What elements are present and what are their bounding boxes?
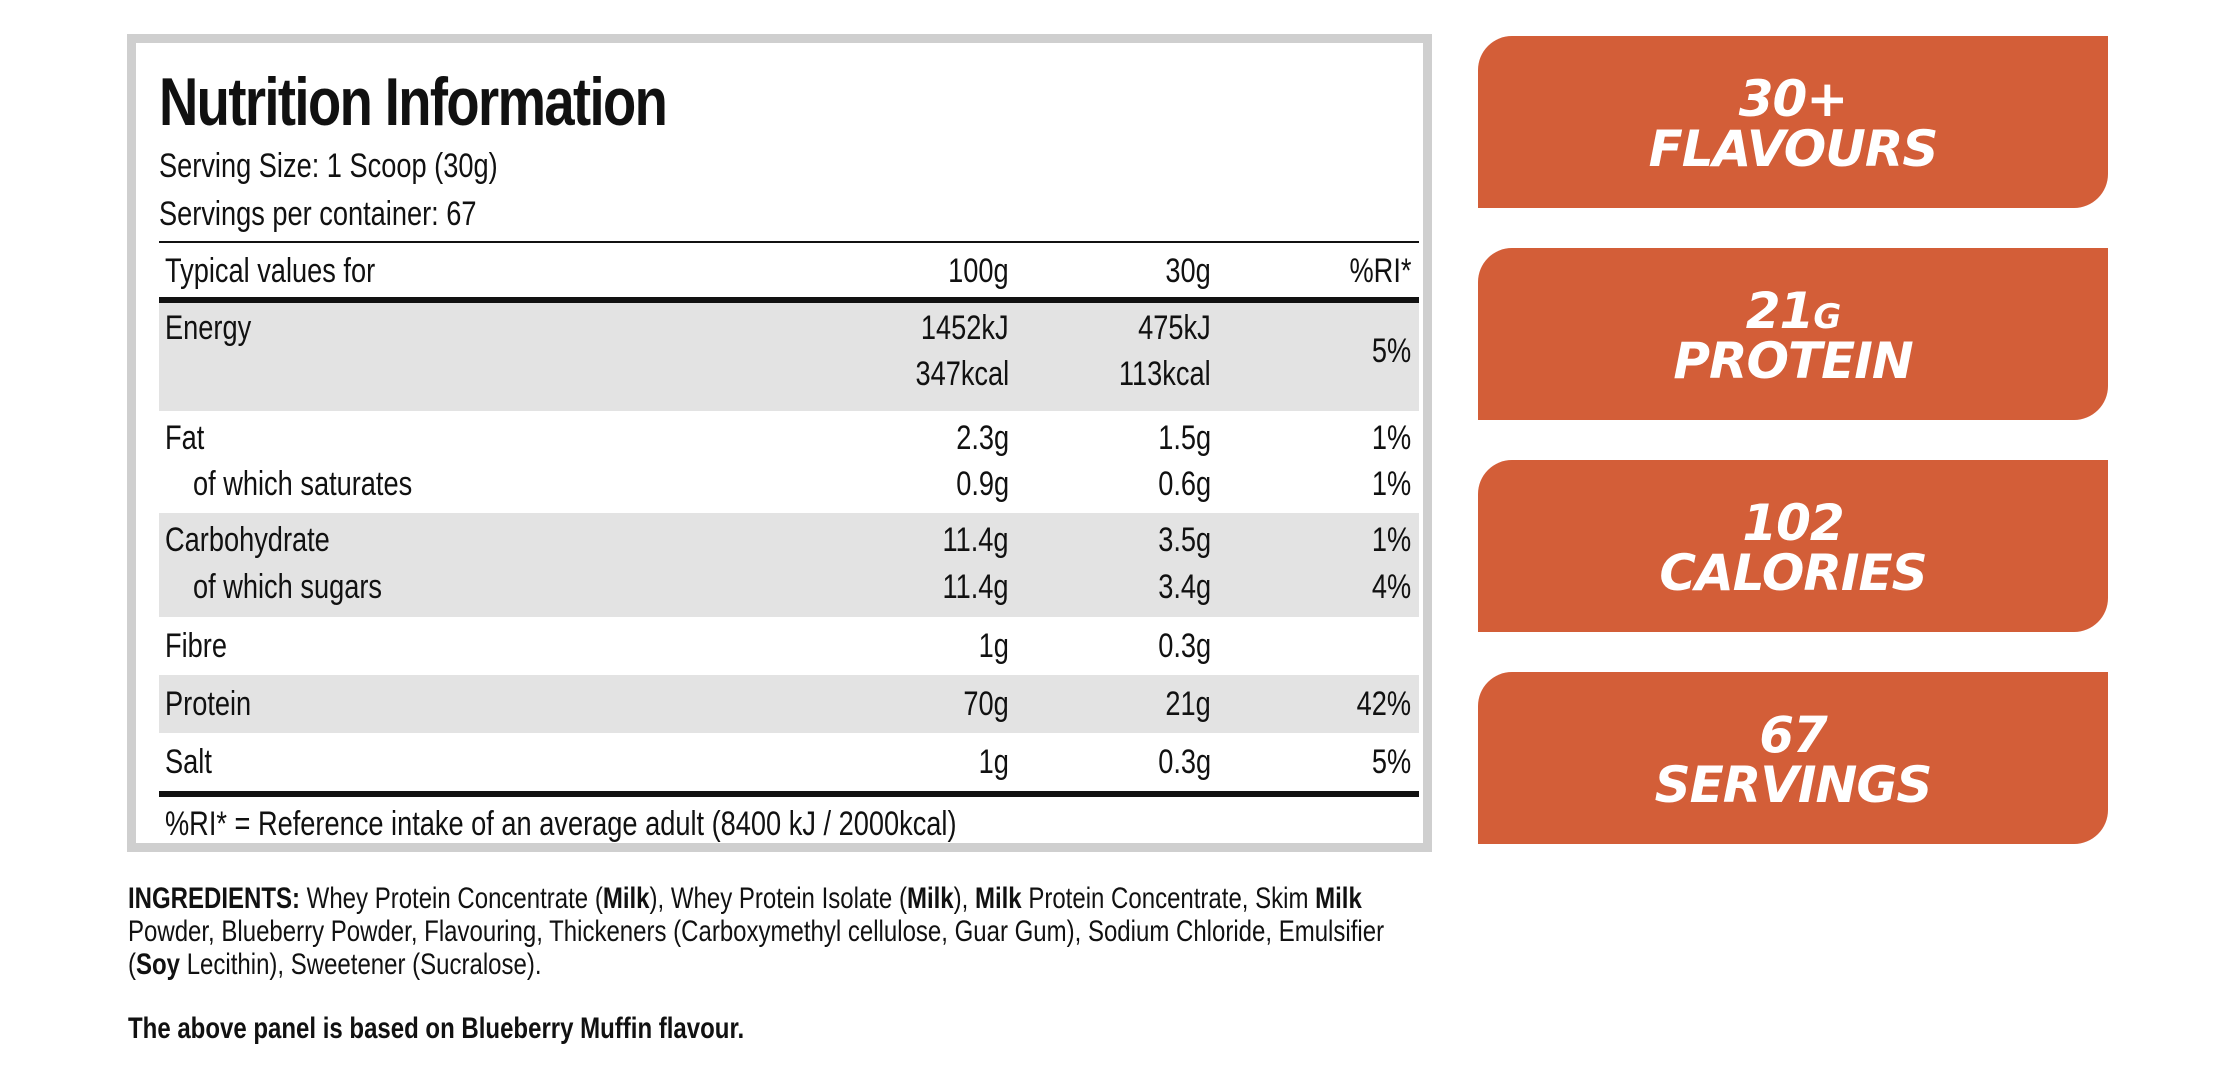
ingredients-part: ), Whey Protein Isolate ( xyxy=(649,882,907,915)
header-per-30g: 30g xyxy=(1165,252,1211,290)
row-energy-30g-kcal: 113kcal xyxy=(1119,355,1211,393)
row-saturates-name: of which saturates xyxy=(193,465,413,503)
row-salt-name: Salt xyxy=(165,743,212,781)
row-saturates-30g: 0.6g xyxy=(1158,465,1211,503)
badge-servings: 67 SERVINGS xyxy=(1478,672,2108,844)
badge-calories-label: CALORIES xyxy=(1659,544,1927,602)
badge-protein-unit: G xyxy=(1813,297,1841,337)
row-sugars-30g: 3.4g xyxy=(1158,568,1211,606)
row-carbohydrate-name: Carbohydrate xyxy=(165,521,330,559)
row-carbohydrate-100g: 11.4g xyxy=(942,521,1009,559)
row-carbohydrate-30g: 3.5g xyxy=(1158,521,1211,559)
allergen-soy: Soy xyxy=(136,948,181,981)
badge-protein-number: 21 xyxy=(1745,282,1815,340)
row-energy-ri: 5% xyxy=(1371,332,1411,370)
ingredients-part: ), xyxy=(953,882,975,915)
table-row-fibre: Fibre 1g 0.3g xyxy=(159,617,1419,675)
servings-per-container: Servings per container: 67 xyxy=(159,195,477,233)
table-header-row: Typical values for 100g 30g %RI* xyxy=(159,245,1419,297)
row-sugars-100g: 11.4g xyxy=(942,568,1009,606)
row-fat-30g: 1.5g xyxy=(1158,419,1211,457)
header-ri: %RI* xyxy=(1349,252,1411,290)
header-per-100g: 100g xyxy=(948,252,1009,290)
allergen-milk: Milk xyxy=(602,882,650,915)
ingredients-label: INGREDIENTS: xyxy=(128,882,301,915)
row-carbohydrate-ri: 1% xyxy=(1371,521,1411,559)
ingredients-part: Lecithin), Sweetener (Sucralose). xyxy=(180,948,542,981)
row-sugars-ri: 4% xyxy=(1371,568,1411,606)
row-fibre-100g: 1g xyxy=(978,627,1009,665)
panel-title: Nutrition Information xyxy=(159,64,668,140)
table-row-protein: Protein 70g 21g 42% xyxy=(159,675,1419,733)
header-typical-values: Typical values for xyxy=(165,252,376,290)
badge-calories-number: 102 xyxy=(1742,494,1844,552)
row-sugars-name: of which sugars xyxy=(193,568,382,606)
row-fibre-30g: 0.3g xyxy=(1158,627,1211,665)
flavour-note: The above panel is based on Blueberry Mu… xyxy=(128,1012,745,1045)
row-energy-100g-kj: 1452kJ xyxy=(921,309,1009,347)
row-saturates-100g: 0.9g xyxy=(956,465,1009,503)
ingredients-part: Whey Protein Concentrate ( xyxy=(300,882,603,915)
row-salt-100g: 1g xyxy=(978,743,1009,781)
badge-protein-amount: 21G xyxy=(1478,284,2108,344)
ingredients-part: Powder, Blueberry Powder, Flavouring, Th… xyxy=(128,915,1385,981)
row-energy-30g-kj: 475kJ xyxy=(1138,309,1211,347)
row-protein-100g: 70g xyxy=(963,685,1009,723)
row-fat-100g: 2.3g xyxy=(956,419,1009,457)
row-salt-30g: 0.3g xyxy=(1158,743,1211,781)
badge-protein: 21G PROTEIN xyxy=(1478,248,2108,420)
badge-servings-label: SERVINGS xyxy=(1654,756,1933,814)
table-top-rule xyxy=(159,241,1419,243)
row-saturates-ri: 1% xyxy=(1371,465,1411,503)
row-protein-ri: 42% xyxy=(1356,685,1411,723)
row-fat-name: Fat xyxy=(165,419,205,457)
row-protein-30g: 21g xyxy=(1165,685,1211,723)
table-row-salt: Salt 1g 0.3g 5% xyxy=(159,733,1419,791)
allergen-milk: Milk xyxy=(906,882,954,915)
serving-size: Serving Size: 1 Scoop (30g) xyxy=(159,147,498,185)
badge-protein-label: PROTEIN xyxy=(1673,332,1913,390)
row-fat-ri: 1% xyxy=(1371,419,1411,457)
row-energy-name: Energy xyxy=(165,309,252,347)
badge-flavours-label: FLAVOURS xyxy=(1648,120,1939,178)
table-row-fat: Fat 2.3g 1.5g 1% of which saturates 0.9g… xyxy=(159,411,1419,513)
ingredients-text: INGREDIENTS: Whey Protein Concentrate (M… xyxy=(128,882,1424,981)
header-rule xyxy=(159,297,1419,303)
row-fibre-name: Fibre xyxy=(165,627,227,665)
badge-servings-number: 67 xyxy=(1759,706,1828,764)
allergen-milk: Milk xyxy=(974,882,1022,915)
table-row-carbohydrate: Carbohydrate 11.4g 3.5g 1% of which suga… xyxy=(159,513,1419,617)
badge-flavours: 30+ FLAVOURS xyxy=(1478,36,2108,208)
row-energy-100g-kcal: 347kcal xyxy=(915,355,1009,393)
badge-calories: 102 CALORIES xyxy=(1478,460,2108,632)
ri-footnote: %RI* = Reference intake of an average ad… xyxy=(165,805,957,843)
row-protein-name: Protein xyxy=(165,685,252,723)
badge-flavours-number: 30+ xyxy=(1738,70,1848,128)
ingredients-part: Protein Concentrate, Skim xyxy=(1021,882,1316,915)
nutrition-panel: Nutrition Information Serving Size: 1 Sc… xyxy=(127,34,1432,852)
row-salt-ri: 5% xyxy=(1371,743,1411,781)
allergen-milk: Milk xyxy=(1315,882,1362,915)
table-row-energy: Energy 1452kJ 347kcal 475kJ 113kcal 5% xyxy=(159,303,1419,411)
table-bottom-rule xyxy=(159,791,1419,797)
